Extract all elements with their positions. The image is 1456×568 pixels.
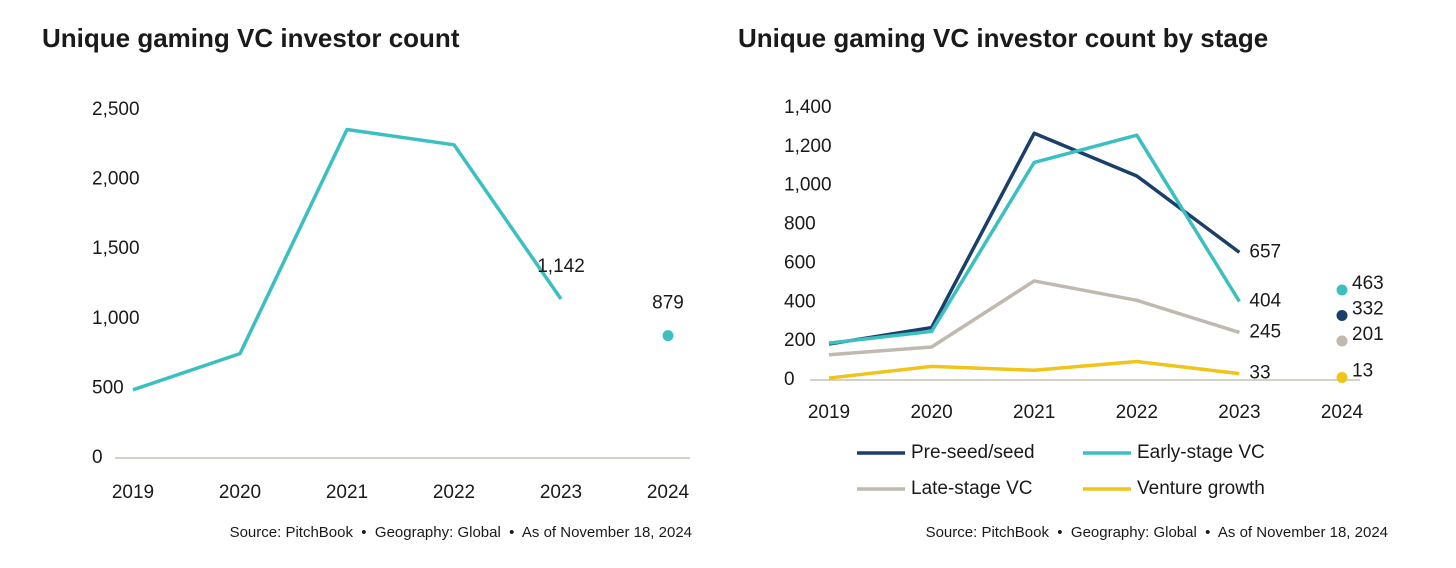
y-tick-label: 2,500: [92, 99, 140, 120]
x-tick-label: 2019: [808, 402, 850, 423]
line: [828, 279, 1240, 357]
line: [132, 127, 563, 392]
x-tick-label: 2021: [326, 482, 368, 503]
chart-title: Unique gaming VC investor count: [42, 23, 460, 53]
dot: [1336, 309, 1348, 321]
data-label: 463: [1352, 273, 1384, 294]
y-tick-label: 1,400: [784, 97, 832, 118]
x-tick-label: 2022: [433, 482, 475, 503]
y-tick-label: 800: [784, 214, 816, 235]
legend-label: Late-stage VC: [911, 478, 1032, 499]
y-tick-label: 600: [784, 252, 816, 273]
source-note: Source: PitchBook • Geography: Global • …: [230, 524, 692, 541]
x-tick-label: 2024: [1321, 402, 1364, 423]
x-tick-label: 2020: [910, 402, 952, 423]
x-tick-label: 2024: [647, 482, 690, 503]
line: [828, 131, 1241, 346]
dot: [662, 330, 674, 342]
legend-label: Early-stage VC: [1137, 442, 1265, 463]
chart-title: Unique gaming VC investor count by stage: [738, 23, 1268, 53]
x-tick-label: 2022: [1116, 402, 1158, 423]
source-note: Source: PitchBook • Geography: Global • …: [926, 524, 1388, 541]
x-tick-label: 2021: [1013, 402, 1055, 423]
x-tick-label: 2023: [1218, 402, 1260, 423]
dot: [1336, 284, 1348, 296]
dot: [1336, 335, 1348, 347]
dot: [1336, 371, 1348, 383]
data-label: 1,142: [537, 256, 585, 277]
data-label: 245: [1249, 321, 1281, 342]
data-label: 33: [1249, 363, 1270, 384]
data-label: 332: [1352, 299, 1384, 320]
line: [828, 133, 1241, 345]
x-tick-label: 2023: [540, 482, 582, 503]
x-tick-label: 2019: [112, 482, 154, 503]
line: [828, 359, 1240, 380]
x-tick-label: 2020: [219, 482, 261, 503]
y-tick-label: 1,000: [784, 175, 832, 196]
y-tick-label: 0: [92, 447, 103, 468]
y-tick-label: 1,500: [92, 238, 140, 259]
y-tick-label: 200: [784, 330, 816, 351]
data-label: 404: [1249, 291, 1281, 312]
y-tick-label: 0: [784, 369, 795, 390]
y-tick-label: 1,200: [784, 136, 832, 157]
y-tick-label: 400: [784, 291, 816, 312]
data-label: 13: [1352, 360, 1373, 381]
data-label: 201: [1352, 324, 1384, 345]
legend-label: Pre-seed/seed: [911, 442, 1035, 463]
y-tick-label: 500: [92, 377, 124, 398]
data-label: 657: [1249, 241, 1281, 262]
legend-label: Venture growth: [1137, 478, 1265, 499]
y-tick-label: 2,000: [92, 169, 140, 190]
y-tick-label: 1,000: [92, 308, 140, 329]
data-label: 879: [652, 293, 684, 314]
